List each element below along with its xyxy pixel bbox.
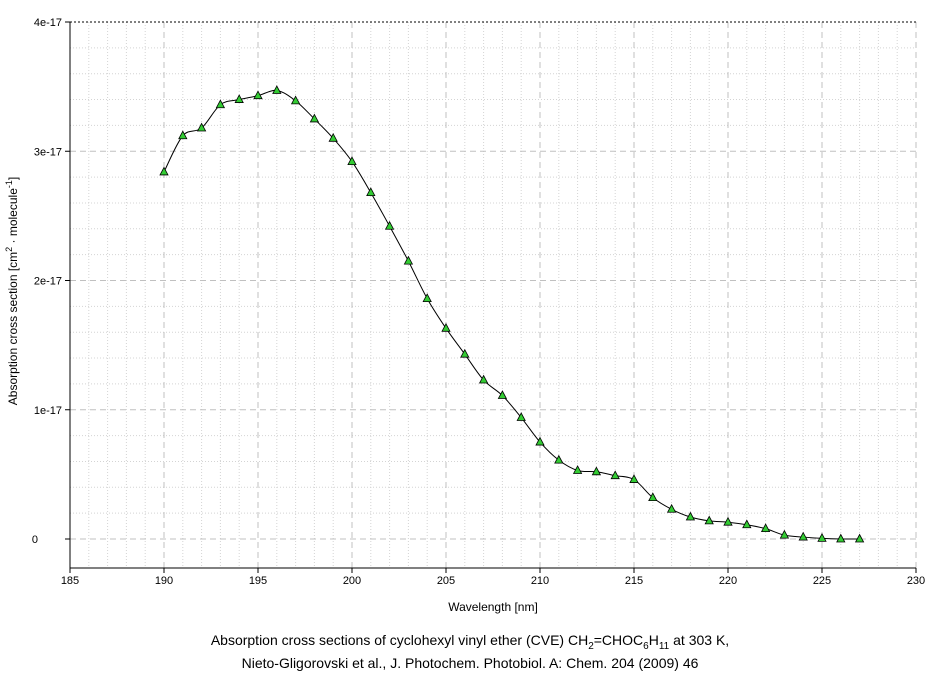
data-point — [591, 466, 602, 476]
x-tick-label: 210 — [531, 575, 549, 587]
y-axis-label-part: ] — [6, 177, 20, 180]
x-tick-label: 205 — [437, 575, 455, 587]
data-point — [234, 94, 244, 103]
x-tick-label: 220 — [719, 575, 737, 587]
x-tick-label: 195 — [249, 575, 267, 587]
grid — [70, 22, 917, 568]
x-tick-label: 215 — [625, 575, 643, 587]
data-point — [159, 166, 169, 176]
y-axis-ticks: 0 1e-17 2e-17 3e-17 4e-17 — [32, 17, 70, 546]
data-point — [290, 95, 301, 105]
data-point — [779, 529, 790, 539]
y-tick-label: 3e-17 — [34, 146, 62, 158]
data-point — [854, 533, 865, 543]
data-point — [478, 374, 489, 384]
x-tick-label: 230 — [907, 575, 925, 587]
data-point — [422, 293, 432, 302]
data-point — [648, 492, 658, 502]
chart: 185 190 195 200 205 210 215 220 225 230 0 1e-17 2e-… — [4, 17, 925, 614]
x-tick-label: 185 — [61, 575, 79, 587]
series-markers — [159, 85, 865, 543]
data-point — [516, 412, 526, 421]
y-tick-label: 4e-17 — [34, 17, 62, 29]
data-point — [347, 156, 357, 165]
data-point — [742, 519, 752, 529]
y-tick-label: 2e-17 — [34, 276, 62, 288]
data-point — [760, 523, 771, 533]
data-point — [554, 454, 564, 464]
data-point — [572, 465, 583, 474]
data-point — [366, 187, 376, 197]
data-point — [328, 132, 338, 142]
data-point — [723, 516, 733, 526]
data-point — [798, 531, 808, 541]
data-point — [272, 85, 282, 94]
x-tick-label: 225 — [813, 575, 831, 587]
data-point — [309, 113, 320, 123]
x-tick-label: 200 — [343, 575, 361, 587]
x-axis-ticks: 185 190 195 200 205 210 215 220 225 230 — [61, 568, 925, 587]
axes — [69, 22, 916, 569]
data-point — [384, 220, 395, 230]
data-point — [215, 99, 226, 109]
y-axis-label-part: Absorption cross section [cm — [6, 252, 20, 405]
data-point — [403, 255, 414, 265]
data-point — [836, 533, 846, 543]
data-point — [460, 348, 470, 358]
data-point — [704, 515, 714, 525]
series-line — [163, 89, 860, 540]
data-point — [196, 122, 207, 132]
data-point — [178, 130, 188, 140]
data-point — [666, 503, 677, 513]
data-point — [610, 470, 620, 480]
data-point — [629, 474, 639, 483]
data-point — [685, 511, 696, 521]
y-axis-label-part: · molecule — [6, 188, 20, 247]
data-point — [497, 390, 508, 399]
y-axis-label: Absorption cross section [cm2 · molecule… — [4, 177, 20, 405]
y-axis-label-sup: -1 — [4, 180, 14, 188]
data-point — [817, 533, 827, 542]
data-point — [441, 322, 451, 332]
y-tick-label: 1e-17 — [34, 405, 62, 417]
data-point — [253, 90, 263, 100]
x-axis-label: Wavelength [nm] — [448, 600, 538, 614]
caption-line-1: Absorption cross sections of cyclohexyl … — [210, 632, 730, 652]
y-tick-label: 0 — [32, 534, 38, 546]
data-point — [535, 436, 545, 446]
y-axis-label-sup: 2 — [4, 247, 14, 252]
caption-line-2: Nieto-Gligorovski et al., J. Photochem. … — [241, 655, 699, 671]
x-tick-label: 190 — [155, 575, 173, 587]
